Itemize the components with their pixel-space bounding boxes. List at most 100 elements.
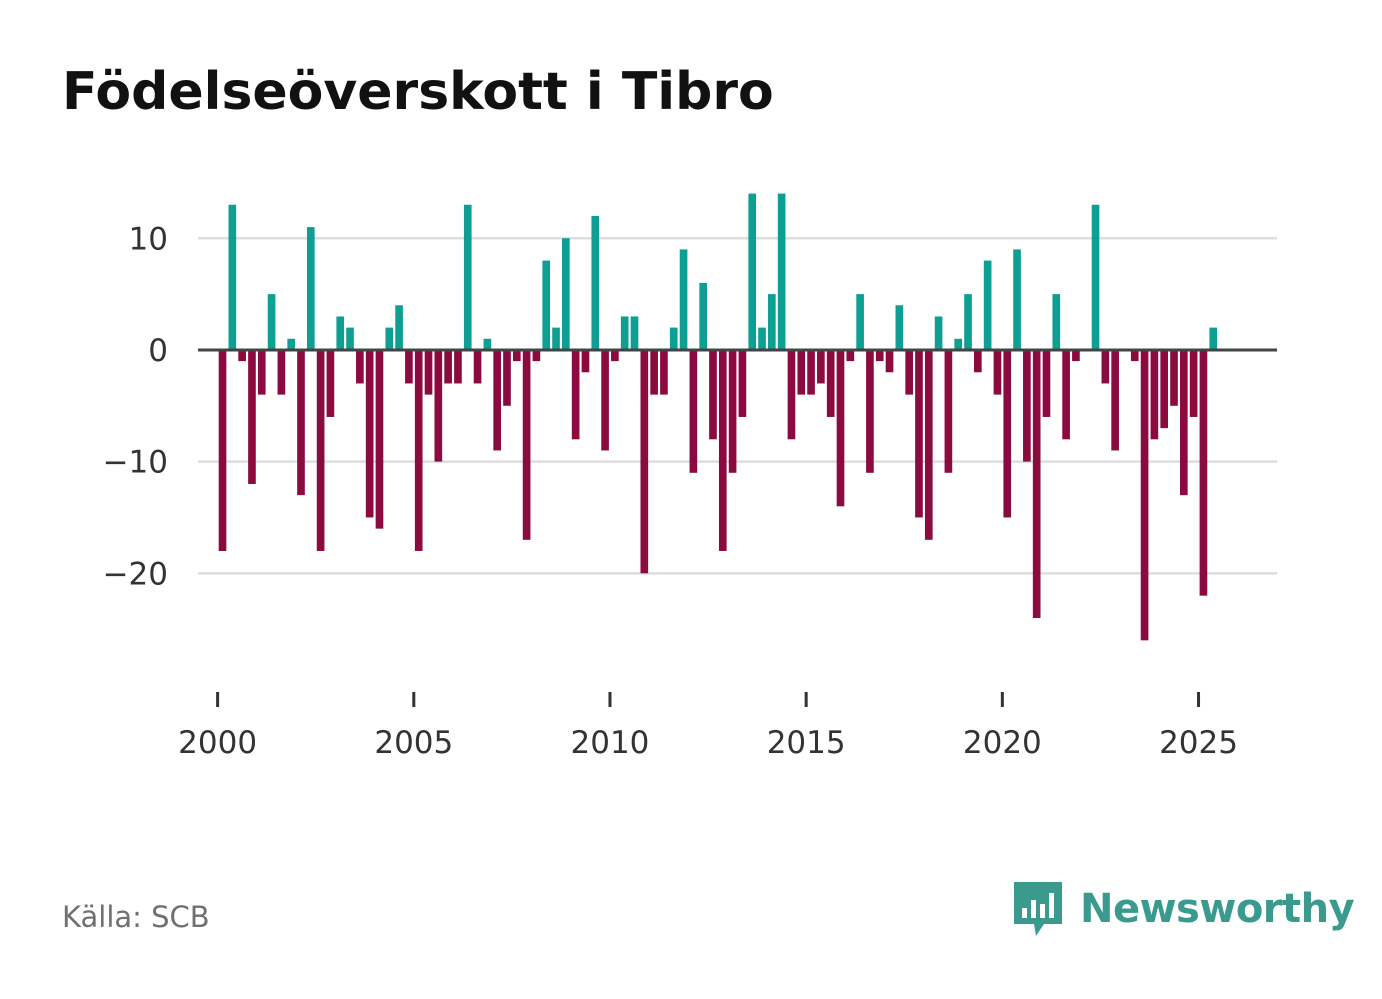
bar (473, 349, 482, 384)
bar (414, 349, 423, 551)
bar (689, 349, 698, 473)
bar (669, 327, 678, 350)
bar (395, 305, 403, 350)
bar (787, 349, 796, 440)
x-tick-label: 2010 (571, 725, 650, 761)
bar (826, 349, 835, 417)
bar (493, 349, 502, 451)
bar (846, 349, 855, 362)
bar (758, 327, 766, 350)
x-tick-label: 2020 (963, 725, 1042, 761)
newsworthy-logo-icon (1014, 882, 1062, 936)
bar (277, 349, 286, 395)
bar (1189, 349, 1198, 417)
bar (797, 349, 806, 395)
y-tick-label: 0 (148, 333, 168, 369)
bar (660, 349, 668, 395)
bar (257, 349, 266, 395)
bar (620, 316, 629, 350)
bar (983, 260, 992, 350)
bar (532, 349, 541, 362)
bar (228, 204, 237, 350)
bar (1101, 349, 1110, 384)
bar (562, 238, 570, 350)
bar (375, 349, 384, 529)
bar (346, 327, 354, 350)
bar (356, 349, 364, 384)
bar (875, 349, 884, 362)
bar (915, 349, 923, 518)
bar (218, 349, 227, 551)
bar (463, 204, 472, 350)
bar (866, 349, 874, 473)
bar (738, 349, 747, 417)
bar (365, 349, 374, 518)
bar (924, 349, 933, 540)
bar (964, 294, 972, 350)
bar (267, 294, 276, 350)
bar (1013, 249, 1021, 350)
bar (591, 215, 600, 350)
bar (1179, 349, 1188, 496)
bar (571, 349, 580, 440)
bar (777, 193, 786, 350)
bar (993, 349, 1002, 395)
bar (1091, 204, 1100, 350)
bar (944, 349, 953, 473)
bar (1209, 327, 1218, 350)
chart-title: Födelseöverskott i Tibro (62, 62, 774, 122)
bar (905, 349, 913, 395)
bar (1052, 294, 1061, 350)
bar (316, 349, 325, 551)
bar (718, 349, 727, 551)
bar (934, 316, 943, 350)
bar (709, 349, 717, 440)
x-tick-label: 2025 (1159, 725, 1238, 761)
bar (954, 338, 963, 350)
bar (1170, 349, 1178, 406)
brand-logo[interactable]: Newsworthy (1010, 878, 1355, 940)
y-tick-label: 10 (129, 221, 168, 257)
bar (287, 338, 296, 350)
bar (630, 316, 639, 350)
bar (454, 349, 462, 384)
bar (336, 316, 345, 350)
bar (1023, 349, 1031, 462)
bar (405, 349, 413, 384)
bar (601, 349, 609, 451)
bar (973, 349, 982, 373)
bar (679, 249, 688, 350)
bar (650, 349, 658, 395)
bars (218, 193, 1218, 641)
bar (503, 349, 511, 406)
bar (748, 193, 757, 350)
bar (552, 327, 560, 350)
bar (1042, 349, 1051, 417)
bar (1140, 349, 1149, 641)
bar (895, 305, 904, 350)
bar (483, 338, 492, 350)
x-tick-label: 2005 (374, 725, 453, 761)
bar (817, 349, 825, 384)
bar (1130, 349, 1139, 362)
bar (836, 349, 845, 507)
bar (1062, 349, 1070, 440)
brand-name: Newsworthy (1080, 886, 1355, 932)
bar (424, 349, 433, 395)
bar (581, 349, 590, 373)
bar (728, 349, 737, 473)
bar (1111, 349, 1119, 451)
bar (768, 294, 776, 350)
bar (238, 349, 246, 362)
bar (326, 349, 335, 417)
y-tick-label: −10 (103, 445, 168, 481)
bar (297, 349, 305, 496)
bar (385, 327, 394, 350)
bar (512, 349, 521, 362)
bar (542, 260, 551, 350)
axes: 10 0 −10 −20 2000 2005 2010 2015 2020 2025 (103, 221, 1277, 761)
bar (1199, 349, 1208, 596)
bar (444, 349, 452, 384)
bar (611, 349, 619, 362)
bar (306, 227, 315, 350)
